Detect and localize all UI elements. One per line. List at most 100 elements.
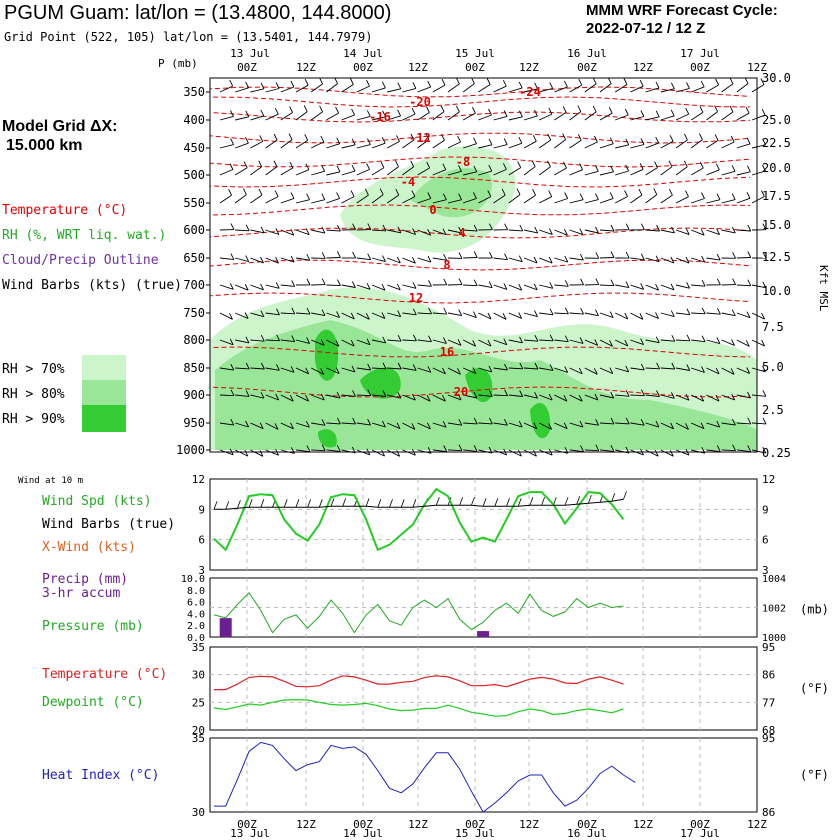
wind-barb xyxy=(463,394,477,399)
wind-barb xyxy=(630,422,645,426)
wind-barb-flag xyxy=(441,134,445,141)
wind-barb xyxy=(660,194,673,204)
wind-barb-flag xyxy=(382,224,387,232)
wind-barb xyxy=(219,85,233,93)
sfc-wind-barb xyxy=(295,499,300,508)
wind-barb-flag xyxy=(350,312,355,320)
wind-barb xyxy=(311,449,326,452)
wind-barb-flag xyxy=(335,367,340,374)
wind-barb-flag xyxy=(686,82,690,89)
wind-barb xyxy=(493,144,508,149)
wind-barb xyxy=(645,312,659,319)
wind-barb-flag xyxy=(367,223,372,230)
wind-barb-flag xyxy=(443,307,448,315)
pressure-tick: 1000 xyxy=(762,633,786,644)
isotherm-line xyxy=(209,96,751,108)
hour-label-bottom: 00Z xyxy=(353,818,373,831)
wind-barb-flag xyxy=(288,133,293,140)
isotherm-line xyxy=(209,386,751,398)
wind-barb-flag xyxy=(410,133,415,141)
wind-barb-flag xyxy=(729,105,734,113)
wind-barb xyxy=(554,139,566,149)
wind-barb-flag xyxy=(258,160,263,167)
wind-barb-flag xyxy=(412,334,417,342)
wind-barb xyxy=(250,449,264,457)
wind-barb xyxy=(402,229,416,235)
wind-barb-flag xyxy=(655,81,660,89)
legend-rh: RH (%, WRT liq. wat.) xyxy=(2,228,167,243)
wind-barb-flag xyxy=(519,224,524,232)
wind-barb xyxy=(615,367,629,373)
wind-barb-flag xyxy=(382,255,386,262)
wind-barb xyxy=(371,394,386,397)
wind-barb-flag xyxy=(274,190,279,197)
wind-barb-flag xyxy=(623,78,628,85)
wind-barb-flag xyxy=(656,362,661,370)
forecast-cycle-value: 2022-07-12 / 12 Z xyxy=(586,20,706,37)
wind-barb xyxy=(371,339,386,344)
rh-fill-area xyxy=(360,367,401,399)
wind-barb-flag xyxy=(366,79,370,87)
sfc-wind-barb xyxy=(318,499,323,508)
wind-barb-flag xyxy=(518,283,523,291)
isotherm-label: -8 xyxy=(456,155,470,169)
wind-barb-flag xyxy=(608,106,613,114)
wind-barb-flag xyxy=(425,106,430,113)
wind-barb-flag xyxy=(747,224,752,232)
wind-barb-flag xyxy=(639,313,644,320)
kft-tick-label: 22.5 xyxy=(762,136,791,150)
wind-barb xyxy=(706,394,720,402)
isotherm-line xyxy=(209,156,751,168)
wind-barb-flag xyxy=(229,163,234,170)
wind-barb-flag xyxy=(275,282,280,289)
wind-barb xyxy=(250,88,265,93)
wind-barb xyxy=(599,197,614,204)
pressure-tick-label: 550 xyxy=(183,196,205,210)
wind-barb-flag xyxy=(244,136,249,144)
pressure-tick-label: 950 xyxy=(183,416,205,430)
wind-barb-flag xyxy=(580,445,584,452)
wind-barb-flag xyxy=(352,417,357,425)
day-label-top: 17 Jul xyxy=(680,47,720,60)
wind-barb-flag xyxy=(640,418,645,426)
wind-barb xyxy=(478,84,491,93)
wind-barb xyxy=(447,111,460,121)
temp-tick-left: 30 xyxy=(192,669,205,682)
wind-barb-flag xyxy=(761,164,766,172)
wind-barb-flag xyxy=(716,337,721,344)
wind-barb xyxy=(630,194,643,204)
wind-barb-flag xyxy=(701,192,705,199)
wind-barb-flag xyxy=(640,253,645,261)
wind-barb-flag xyxy=(580,307,585,315)
wind-barb xyxy=(462,339,476,347)
wind-barb xyxy=(341,394,356,397)
wind-barb xyxy=(250,284,264,291)
wind-barb-flag xyxy=(473,251,478,258)
wind-barb xyxy=(675,229,690,236)
wind-barb xyxy=(250,166,262,176)
wind-barb-flag xyxy=(473,417,478,425)
isotherm-label: -4 xyxy=(401,175,415,189)
wind-barb xyxy=(311,170,325,176)
sfc-wind-barb xyxy=(248,499,253,508)
wind-barb xyxy=(326,339,340,347)
wind-barb xyxy=(326,143,340,149)
grid-point-label: Grid Point (522, 105) lat/lon = (13.5401… xyxy=(4,30,373,44)
wind-barb-flag xyxy=(487,339,492,347)
wind-barb-flag xyxy=(426,394,431,402)
wind-barb xyxy=(523,140,537,149)
wind-barb-flag xyxy=(427,255,432,263)
wind-barb xyxy=(508,116,523,121)
wind-barb xyxy=(599,284,615,287)
wind-barb-flag xyxy=(548,190,553,197)
wind-barb xyxy=(235,116,249,121)
wind-barb xyxy=(311,199,325,204)
wind-barb-flag xyxy=(595,278,600,285)
wind-barb-flag xyxy=(289,106,294,113)
wind-barb xyxy=(311,229,325,234)
wind-barb-flag xyxy=(260,334,265,342)
wind-barb xyxy=(402,339,417,342)
wind-barb xyxy=(341,144,356,149)
wind-barb xyxy=(736,83,749,93)
wind-barb xyxy=(280,229,294,236)
